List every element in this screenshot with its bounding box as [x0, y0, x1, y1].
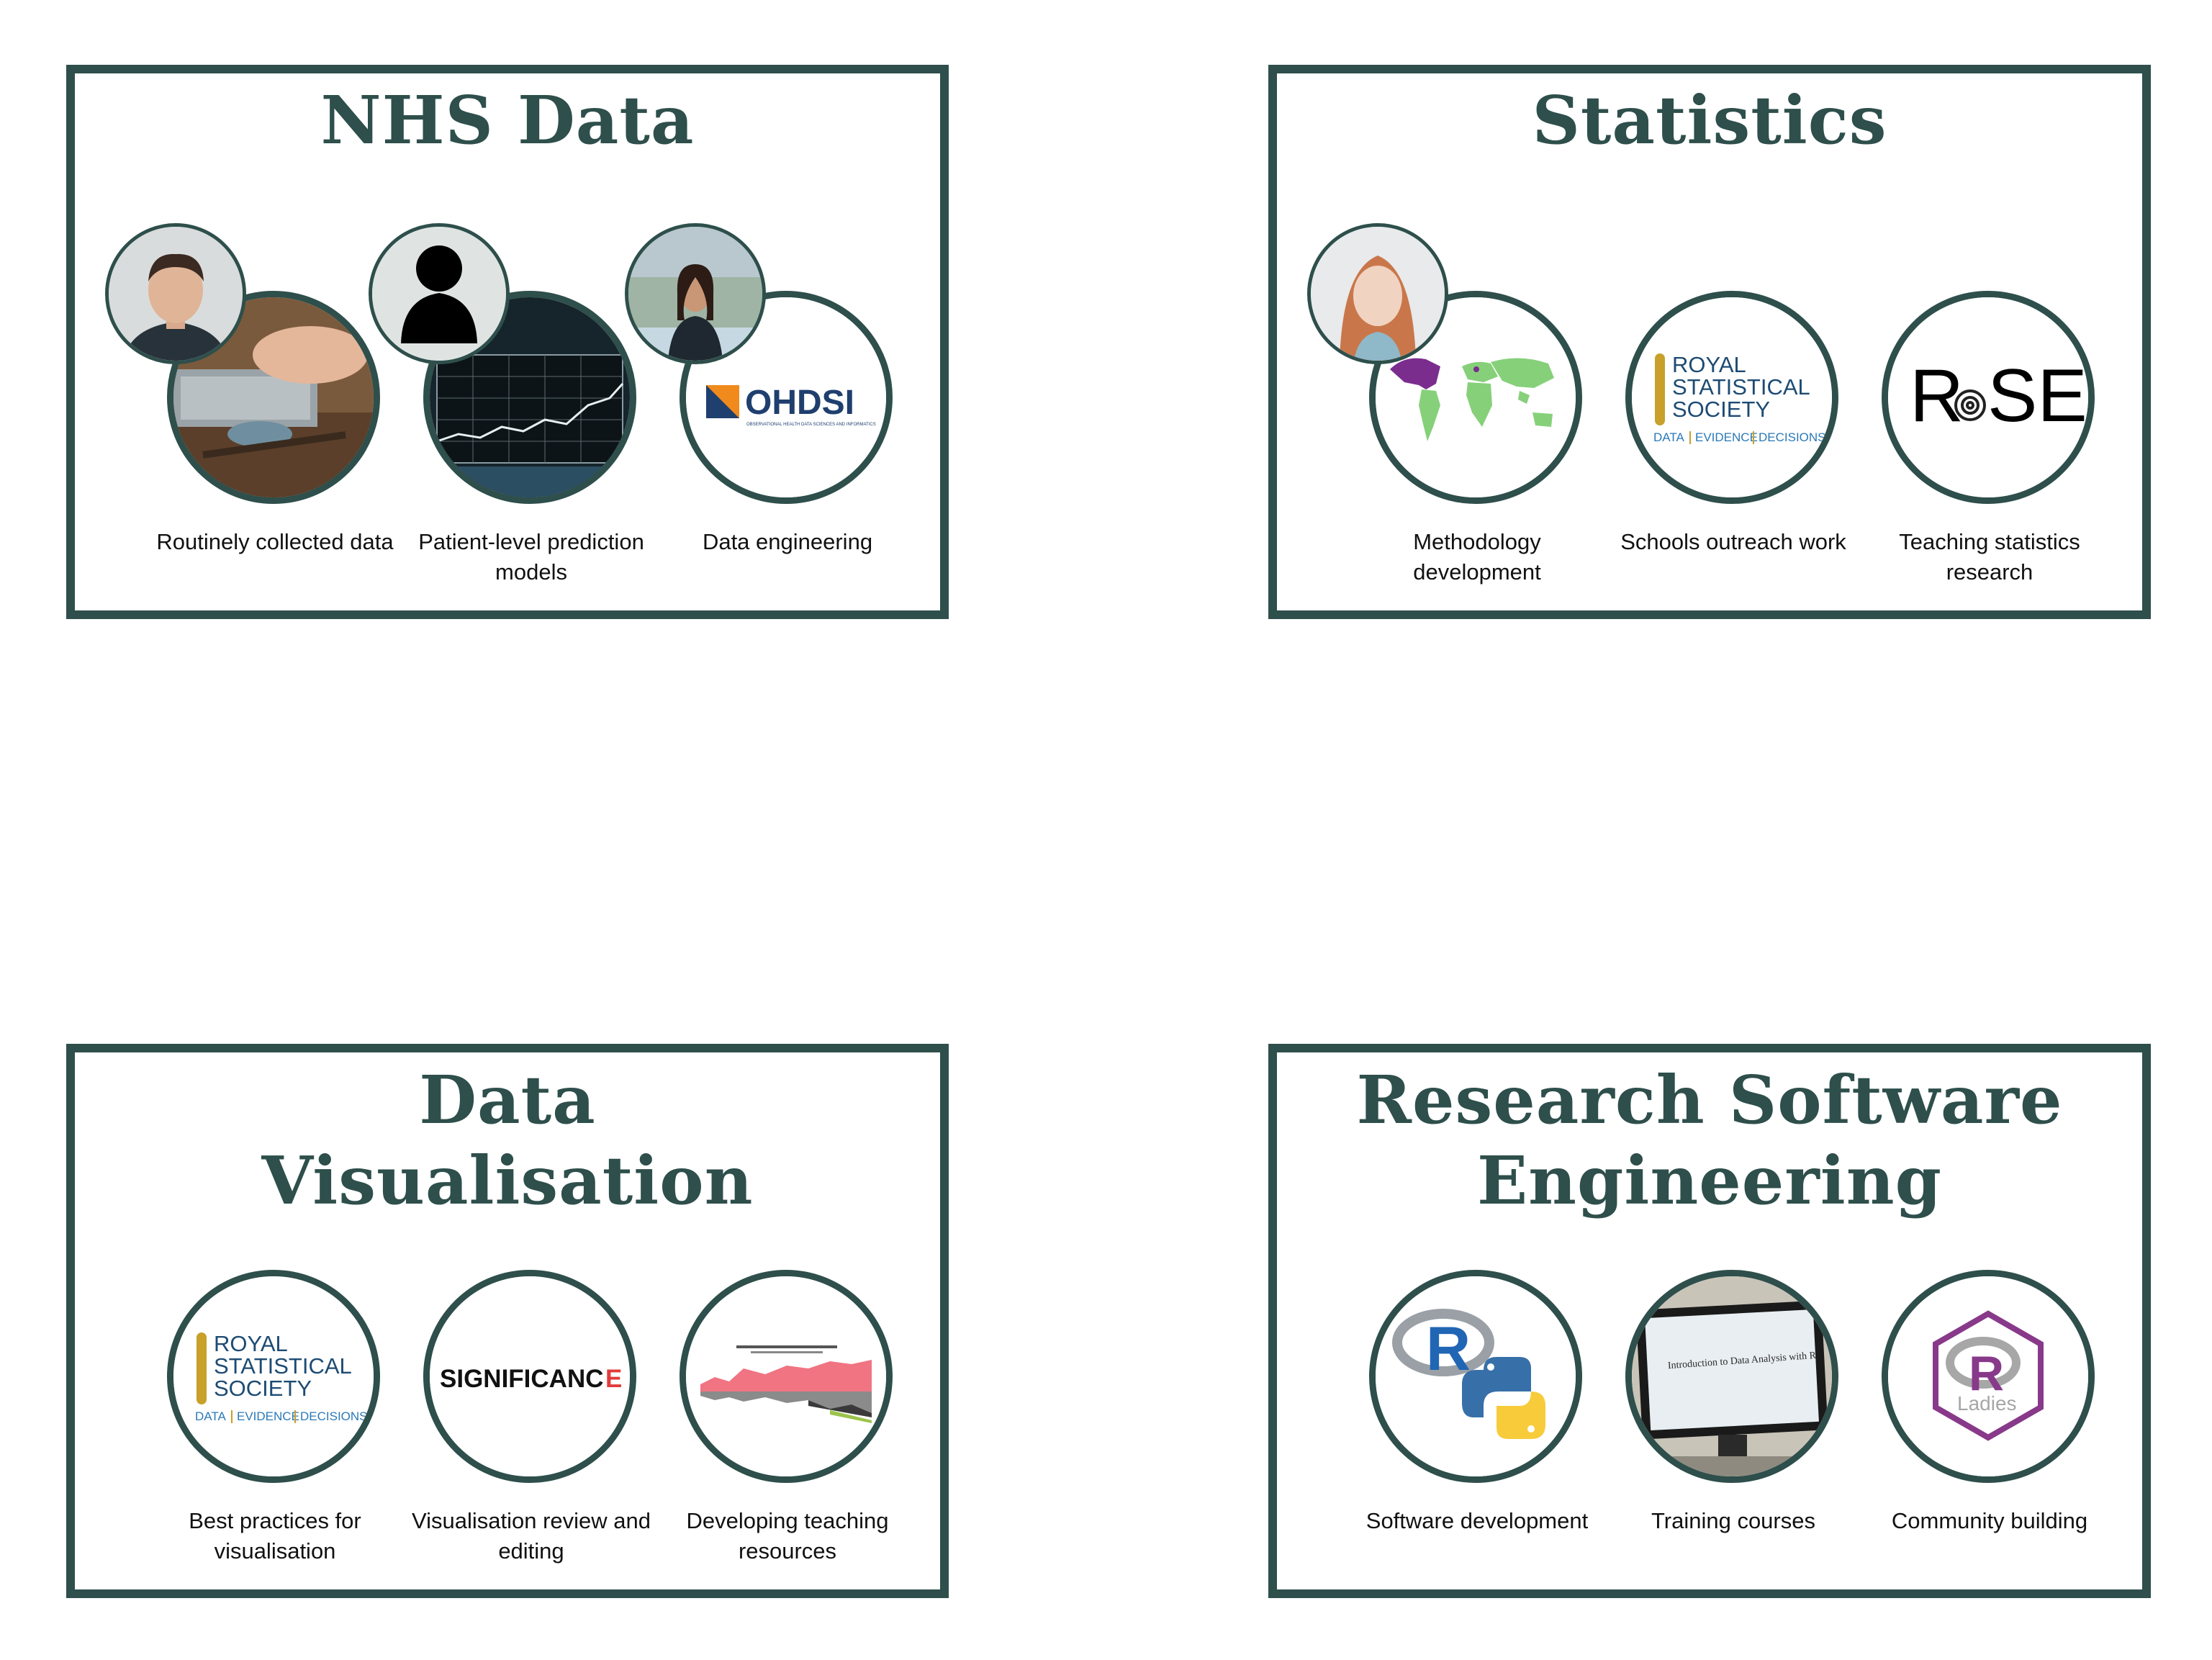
rss-tag-data: DATA [1653, 430, 1684, 444]
teaching-resource-chart-image [680, 1270, 893, 1483]
research-software-engineering-panel: Research Software Engineering R Introduc… [1268, 1044, 2151, 1598]
item-label: Developing teaching resources [686, 1508, 889, 1564]
panel-title: Statistics [1532, 81, 1887, 159]
data-visualisation-panel: Data Visualisation ROYAL STATISTICAL SOC… [66, 1044, 949, 1598]
item-label: Schools outreach work [1620, 529, 1846, 554]
rss-line2: STATISTICAL [214, 1353, 352, 1379]
r-logo-icon [1392, 1309, 1494, 1376]
rose-letters-se: SE [1987, 354, 2087, 438]
ohdsi-wordmark: OHDSI [745, 384, 854, 422]
rss-tag-evidence: EVIDENCE [237, 1409, 299, 1423]
rss-line2: STATISTICAL [1672, 374, 1810, 400]
nhs-data-panel: NHS Data [66, 65, 949, 619]
significance-logo: SIGNIFICANC E [423, 1270, 636, 1483]
rss-tag-decisions: DECISIONS [300, 1409, 368, 1423]
rss-tag-decisions: DECISIONS [1759, 430, 1826, 444]
ohdsi-tagline: OBSERVATIONAL HEALTH DATA SCIENCES AND I… [746, 423, 876, 427]
item-label: Visualisation review and editing [411, 1508, 651, 1564]
significance-wordmark: SIGNIFICANC [440, 1365, 604, 1393]
panel-title: Research Software Engineering [1277, 1060, 2142, 1221]
rose-flower-icon [1954, 389, 1986, 421]
item-label: Training courses [1651, 1508, 1815, 1533]
rss-tag-data: DATA [195, 1409, 226, 1423]
panel-title-line1: Research Software [1356, 1061, 2063, 1139]
world-map-image [1369, 291, 1582, 504]
r-ladies-letter: R [1969, 1346, 2004, 1401]
royal-statistical-society-logo: ROYAL STATISTICAL SOCIETY DATA EVIDENCE … [1625, 291, 1838, 504]
r-and-python-logos: R [1369, 1270, 1582, 1483]
item-label: Best practices for visualisation [189, 1508, 361, 1564]
rose-logo: R SE [1882, 291, 2095, 504]
placeholder-person-icon [369, 223, 510, 364]
rss-line1: ROYAL [214, 1331, 288, 1356]
panel-title: NHS Data [320, 81, 695, 159]
panel-title-line2: Engineering [1477, 1142, 1942, 1219]
r-ladies-logo: R Ladies [1882, 1270, 2095, 1483]
team-member-photo [625, 223, 766, 364]
item-label: Community building [1891, 1508, 2088, 1533]
panel-title-line1: Data [419, 1061, 596, 1139]
training-course-photo: Introduction to Data Analysis with R [1625, 1270, 1838, 1483]
rss-line3: SOCIETY [1672, 397, 1770, 422]
python-logo-icon [1462, 1357, 1545, 1439]
item-label: Data engineering [702, 529, 873, 554]
rose-letter-r: R [1910, 354, 1964, 438]
statistics-panel: Statistics ROYAL STATISTICAL SOCIET [1268, 65, 2151, 619]
rss-line1: ROYAL [1672, 352, 1746, 377]
item-label: Teaching statistics research [1899, 529, 2080, 585]
panel-title-line2: Visualisation [261, 1142, 754, 1219]
item-label: Methodology development [1413, 529, 1541, 585]
panel-title: Data Visualisation [75, 1060, 940, 1221]
item-label: Routinely collected data [156, 529, 394, 554]
item-label: Patient-level prediction models [418, 529, 644, 585]
rss-line3: SOCIETY [214, 1376, 312, 1401]
team-member-photo [105, 223, 246, 364]
team-member-photo [1307, 223, 1448, 364]
svg-text:R: R [1426, 1314, 1471, 1384]
significance-final-letter: E [605, 1365, 622, 1393]
rss-tag-evidence: EVIDENCE [1695, 430, 1758, 444]
r-ladies-word: Ladies [1957, 1392, 2017, 1415]
item-label: Software development [1365, 1508, 1589, 1533]
royal-statistical-society-logo: ROYAL STATISTICAL SOCIETY DATA EVIDENCE … [167, 1270, 380, 1483]
